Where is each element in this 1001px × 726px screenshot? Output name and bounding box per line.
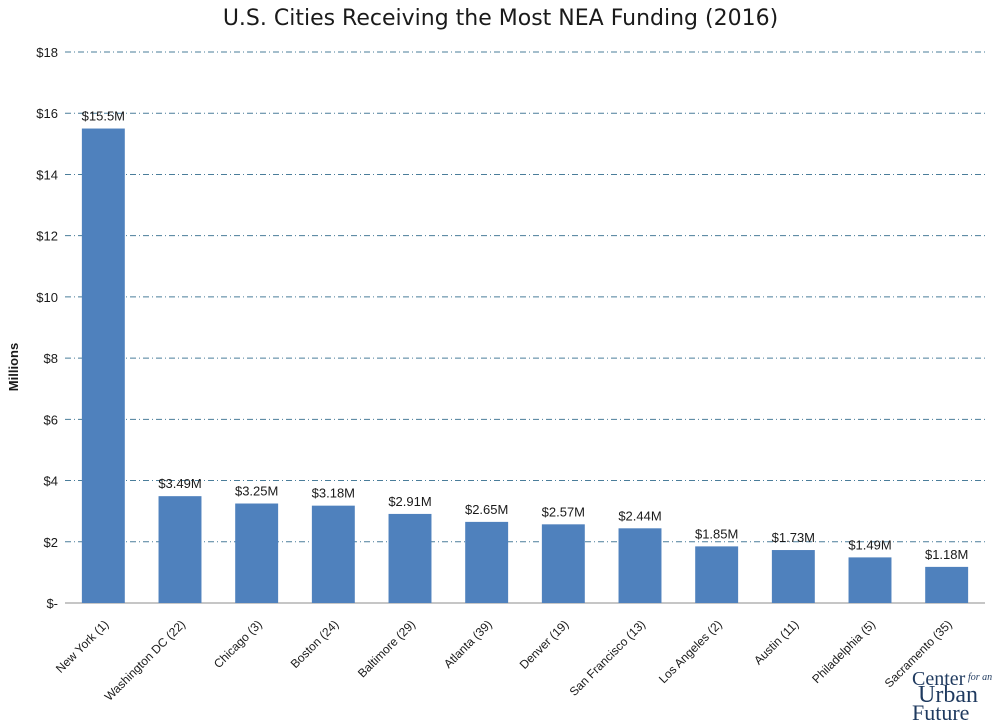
y-tick-label: $4: [44, 474, 58, 489]
x-tick-label: Atlanta (39): [441, 617, 495, 671]
y-tick-label: $16: [36, 106, 58, 121]
x-tick-label: Philadelphia (5): [809, 617, 878, 686]
x-tick-label: Los Angeles (2): [656, 617, 725, 686]
y-tick-label: $10: [36, 290, 58, 305]
x-tick-label: Denver (19): [517, 617, 572, 672]
chart-title: U.S. Cities Receiving the Most NEA Fundi…: [222, 6, 779, 31]
y-tick-label: $-: [46, 596, 58, 611]
y-axis-label: Millions: [6, 343, 21, 391]
bar: [771, 550, 815, 603]
logo-line-1-small: for an: [968, 672, 993, 683]
data-label: $1.18M: [925, 547, 968, 562]
logo-line-3: Future: [912, 700, 970, 725]
bar: [235, 503, 279, 603]
center-for-urban-future-logo: Center for an Urban Future: [912, 668, 998, 725]
data-label: $3.25M: [235, 484, 278, 499]
data-label: $2.65M: [465, 502, 508, 517]
y-axis-ticks: $- $2 $4 $6 $8 $10 $12 $14 $16 $18: [36, 45, 58, 611]
data-label: $2.91M: [388, 494, 431, 509]
y-tick-label: $18: [36, 45, 58, 60]
data-label: $2.44M: [618, 508, 661, 523]
bar: [465, 521, 509, 603]
bar: [81, 128, 125, 603]
bar: [848, 557, 892, 603]
y-tick-label: $12: [36, 229, 58, 244]
bar: [618, 528, 662, 603]
y-tick-label: $14: [36, 167, 58, 182]
data-label: $1.85M: [695, 526, 738, 541]
data-label: $3.49M: [158, 476, 201, 491]
bar: [541, 524, 585, 603]
x-tick-label: New York (1): [53, 617, 111, 675]
x-tick-label: Baltimore (29): [355, 617, 418, 680]
data-label: $15.5M: [82, 109, 125, 124]
y-tick-label: $2: [44, 535, 58, 550]
data-label: $1.73M: [772, 530, 815, 545]
x-tick-label: Boston (24): [288, 617, 342, 671]
y-tick-label: $6: [44, 412, 58, 427]
data-labels: $15.5M $3.49M $3.25M $3.18M $2.91M $2.65M $2.5…: [82, 109, 969, 562]
bar: [695, 546, 739, 603]
x-tick-label: Chicago (3): [211, 617, 265, 671]
bar: [158, 496, 202, 603]
data-label: $2.57M: [542, 504, 585, 519]
data-label: $3.18M: [312, 486, 355, 501]
x-axis-ticks: New York (1)Washington DC (22) Chicago (3…: [53, 617, 955, 703]
logo-line-2: Urban: [918, 682, 978, 708]
bar: [388, 513, 432, 603]
data-label: $1.49M: [848, 537, 891, 552]
bars: [81, 128, 969, 603]
gridlines: [65, 51, 985, 604]
x-tick-label: San Francisco (13): [567, 617, 649, 699]
bar: [925, 566, 969, 603]
logo-line-1: Center: [912, 668, 966, 690]
bar: [311, 505, 355, 603]
x-tick-label: Washington DC (22): [102, 617, 188, 703]
y-tick-label: $8: [44, 351, 58, 366]
x-tick-label: Austin (11): [751, 617, 801, 667]
